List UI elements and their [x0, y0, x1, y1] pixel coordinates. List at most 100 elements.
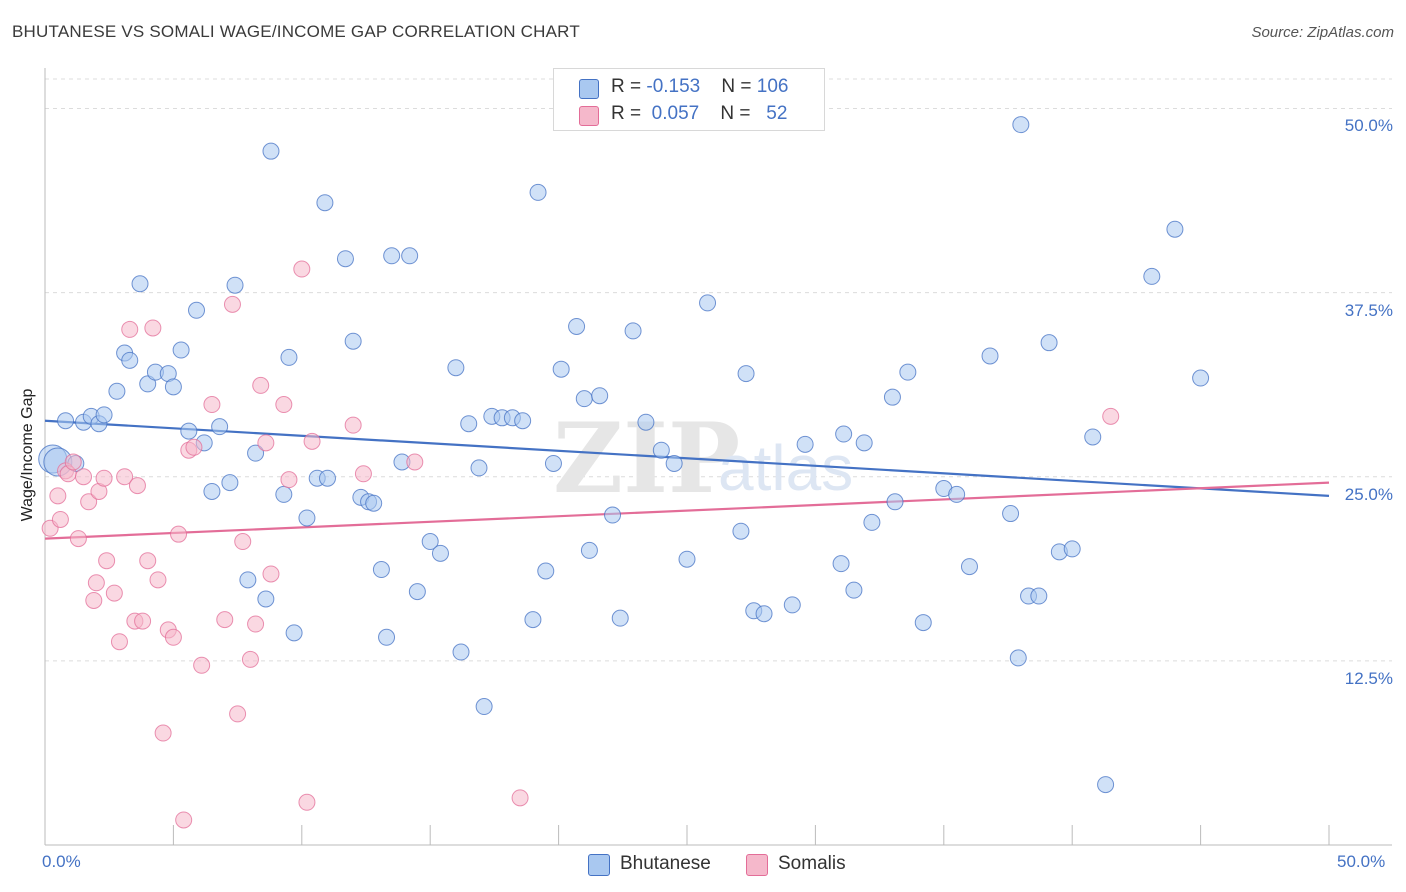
x-tick-label-min: 0.0%	[42, 852, 81, 871]
somalis-point-7	[75, 468, 93, 486]
bhutanese-point-41	[378, 628, 396, 646]
somalis-point-34	[223, 295, 241, 313]
bhutanese-point-8	[108, 382, 126, 400]
bhutanese-point-23	[226, 276, 244, 294]
somalis-point-47	[344, 416, 362, 434]
bhutanese-point-18	[188, 301, 206, 319]
bhutanese-point-62	[568, 317, 586, 335]
bhutanese-point-46	[421, 533, 439, 551]
somalis-point-10	[87, 574, 105, 592]
somalis-point-9	[85, 591, 103, 609]
somalis-point-37	[241, 650, 259, 668]
somalis-point-28	[175, 811, 193, 829]
bhutanese-point-98	[1040, 334, 1058, 352]
r-label: R =	[611, 103, 647, 124]
bhutanese-point-101	[1084, 428, 1102, 446]
bhutanese-point-51	[470, 459, 488, 477]
bhutanese-point-43	[401, 247, 419, 265]
legend-label-bhutanese: Bhutanese	[620, 853, 711, 874]
bhutanese-point-72	[678, 550, 696, 568]
bhutanese-point-69	[637, 413, 655, 431]
somalis-point-26	[164, 628, 182, 646]
somalis-point-13	[98, 552, 116, 570]
bhutanese-point-40	[372, 561, 390, 579]
bhutanese-point-105	[1192, 369, 1210, 387]
stats-legend-row-bhutanese: R = -0.153 N = 106	[554, 74, 824, 102]
somalis-point-50	[511, 789, 529, 807]
bhutanese-point-20	[203, 482, 221, 500]
somalis-point-14	[105, 584, 123, 602]
r-value: -0.153	[646, 76, 701, 97]
bhutanese-point-26	[257, 590, 275, 608]
bhutanese-point-7	[95, 406, 113, 424]
bhutanese-point-50	[460, 415, 478, 433]
bhutanese-point-36	[344, 332, 362, 350]
somalis-swatch	[579, 106, 599, 126]
bhutanese-point-70	[652, 441, 670, 459]
somalis-point-32	[203, 396, 221, 414]
bhutanese-point-64	[580, 541, 598, 559]
bhutanese-point-104	[1166, 220, 1184, 238]
y-tick-label-3: 50.0%	[1344, 116, 1393, 136]
bhutanese-point-100	[1063, 540, 1081, 558]
bhutanese-point-86	[886, 493, 904, 511]
n-value: 52	[755, 103, 788, 124]
bhutanese-point-30	[285, 624, 303, 642]
series-bhutanese	[38, 116, 1210, 794]
bhutanese-point-48	[447, 359, 465, 377]
bhutanese-swatch	[579, 79, 599, 99]
somalis-point-46	[303, 432, 321, 450]
bhutanese-point-21	[211, 418, 229, 436]
somalis-point-38	[247, 615, 265, 633]
somalis-point-45	[298, 793, 316, 811]
somalis-point-23	[149, 571, 167, 589]
somalis-point-40	[257, 434, 275, 452]
somalis-point-44	[293, 260, 311, 278]
stats-legend-row-somalis: R = 0.057 N = 52	[554, 101, 824, 129]
data-points	[38, 116, 1210, 829]
bhutanese-point-3	[57, 412, 75, 430]
bhutanese-point-25	[247, 444, 265, 462]
somalis-point-36	[234, 533, 252, 551]
bhutanese-point-45	[408, 583, 426, 601]
series-somalis	[41, 260, 1120, 829]
bhutanese-point-56	[514, 412, 532, 430]
bhutanese-point-74	[732, 522, 750, 540]
legend-label-somalis: Somalis	[778, 853, 846, 874]
y-tick-label-1: 25.0%	[1344, 484, 1393, 504]
bhutanese-point-79	[796, 435, 814, 453]
somalis-point-43	[280, 471, 298, 489]
bhutanese-point-67	[611, 609, 629, 627]
bhutanese-point-63	[575, 390, 593, 408]
somalis-point-48	[354, 465, 372, 483]
somalis-point-24	[154, 724, 172, 742]
n-value: 106	[756, 76, 789, 97]
n-label: N =	[721, 76, 757, 97]
bhutanese-point-17	[180, 422, 198, 440]
bhutanese-point-42	[383, 247, 401, 265]
somalis-point-2	[51, 510, 69, 528]
bhutanese-point-58	[529, 183, 547, 201]
somalis-point-35	[229, 705, 247, 723]
bhutanese-point-88	[914, 614, 932, 632]
trend-line-somalis	[44, 481, 1330, 540]
trend-line-bhutanese	[44, 419, 1330, 497]
y-axis-title: Wage/Income Gap	[19, 388, 36, 522]
somalis-point-19	[128, 477, 146, 495]
bhutanese-point-22	[221, 474, 239, 492]
somalis-point-16	[116, 468, 134, 486]
bhutanese-point-39	[365, 494, 383, 512]
bhutanese-point-92	[960, 558, 978, 576]
somalis-point-5	[64, 453, 82, 471]
bhutanese-point-60	[544, 454, 562, 472]
bhutanese-point-11	[131, 275, 149, 293]
bhutanese-point-75	[737, 365, 755, 383]
somalis-point-6	[69, 530, 87, 548]
bhutanese-point-65	[591, 387, 609, 405]
bhutanese-point-10	[121, 351, 139, 369]
somalis-point-30	[185, 438, 203, 456]
trend-lines	[44, 419, 1330, 540]
bhutanese-point-78	[783, 596, 801, 614]
source-label: Source: ZipAtlas.com	[1251, 24, 1394, 41]
